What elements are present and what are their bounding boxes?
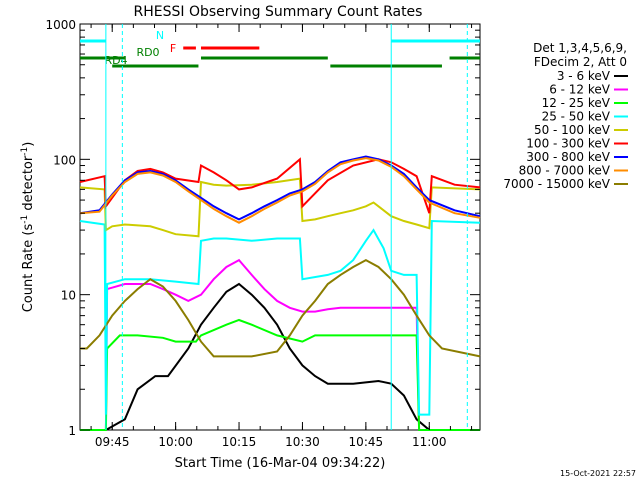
vertical-markers: [105, 24, 468, 430]
y-label-sup-1: -1: [20, 215, 30, 224]
x-axis-label: Start Time (16-Mar-04 09:34:22): [175, 456, 386, 471]
y-axis-label: Count Rate (s-1 detector-1): [20, 142, 36, 313]
series-layer: [79, 155, 481, 431]
series-line-4: [79, 177, 481, 238]
status-bars: NF RD0 RD4: [80, 29, 480, 68]
x-tick-label: 10:00: [158, 435, 193, 449]
x-tick-label: 10:15: [222, 435, 257, 449]
y-tick-label: 1: [68, 424, 76, 438]
chart-title: RHESSI Observing Summary Count Rates: [134, 4, 423, 20]
x-tick-label: 09:45: [95, 435, 130, 449]
legend-entry-label: 3 - 6 keV: [557, 69, 611, 83]
plot-frame: [79, 23, 481, 431]
legend-entry-label: 50 - 100 keV: [534, 123, 611, 137]
x-tick-label: 10:45: [349, 435, 384, 449]
status-bar-label: RD4: [104, 54, 127, 67]
series-line-5: [79, 157, 481, 214]
legend-entry-label: 25 - 50 keV: [542, 110, 611, 124]
legend-entry-label: 800 - 7000 keV: [519, 164, 611, 178]
status-bar-label: RD0: [136, 46, 159, 59]
legend: Det 1,3,4,5,6,9, FDecim 2, Att 0 3 - 6 k…: [503, 41, 628, 191]
series-line-3: [79, 219, 481, 416]
axes: 09:45 10:00 10:15 10:30 10:45 11:00 1 10 100 1000: [45, 18, 480, 449]
y-tick-label: 1000: [45, 18, 76, 32]
series-line-0: [80, 282, 480, 431]
legend-entry-label: 7000 - 15000 keV: [503, 177, 610, 191]
x-tick-label: 11:00: [412, 435, 447, 449]
x-tick-label: 10:30: [285, 435, 320, 449]
legend-header-2: FDecim 2, Att 0: [534, 55, 627, 69]
series-line-7: [79, 157, 481, 224]
legend-entry-label: 6 - 12 keV: [549, 83, 611, 97]
series-line-8: [80, 258, 481, 358]
series-line-1: [80, 258, 480, 431]
status-bar-label: N: [156, 29, 164, 42]
footer-date: 15-Oct-2021 22:57: [560, 469, 636, 478]
y-tick-label: 100: [53, 153, 76, 167]
status-bar-label: F: [170, 42, 176, 55]
series-line-6: [79, 155, 481, 221]
legend-entry-label: 12 - 25 keV: [542, 96, 611, 110]
y-label-part-1: Count Rate (s: [21, 224, 36, 313]
y-label-part-3: ): [21, 142, 36, 147]
legend-entry-label: 100 - 300 keV: [526, 137, 610, 151]
legend-header-1: Det 1,3,4,5,6,9,: [533, 41, 627, 55]
y-label-sup-2: -1: [20, 147, 30, 156]
legend-entry-label: 300 - 800 keV: [526, 150, 610, 164]
y-tick-label: 10: [61, 289, 76, 303]
y-label-part-2: detector: [21, 155, 36, 215]
